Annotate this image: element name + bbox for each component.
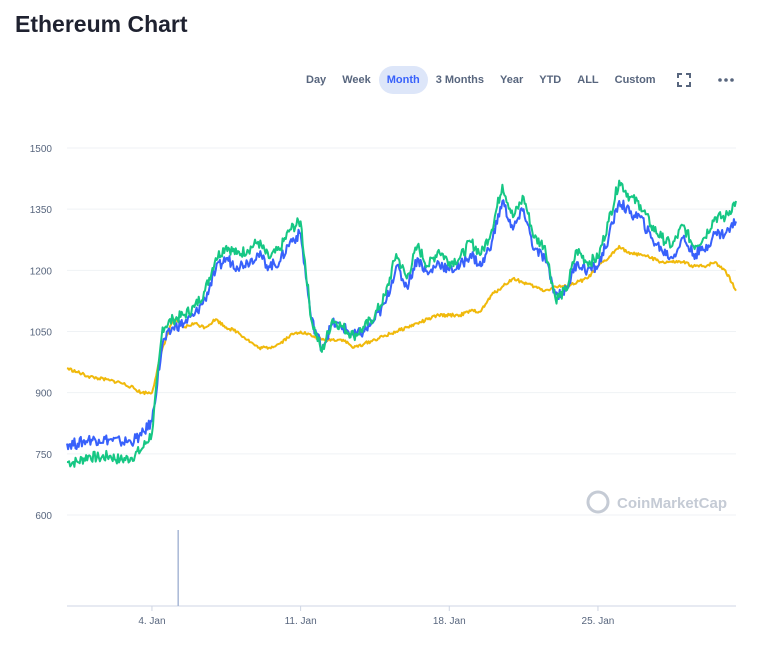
series-line [66, 199, 737, 451]
range-year-button[interactable]: Year [500, 74, 524, 86]
range-all-button[interactable]: ALL [577, 74, 599, 86]
more-dots-icon[interactable] [716, 70, 736, 90]
range-week-button[interactable]: Week [342, 74, 371, 86]
x-tick-label: 25. Jan [582, 616, 615, 627]
y-axis-ticks: 1500 1350 1200 1050 900 750 600 [30, 144, 53, 522]
x-tick-label: 11. Jan [285, 616, 317, 627]
x-tick-label: 18. Jan [433, 616, 466, 627]
volume-bar [177, 530, 179, 606]
range-3-months-button[interactable]: 3 Months [435, 74, 484, 86]
y-tick-label: 600 [35, 511, 52, 522]
y-tick-label: 900 [35, 389, 52, 400]
y-tick-label: 1350 [30, 205, 53, 216]
watermark-text: CoinMarketCap [617, 495, 727, 512]
series-lines [66, 179, 737, 468]
x-axis-ticks: 4. Jan 11. Jan 18. Jan 25. Jan [138, 606, 614, 627]
range-ytd-button[interactable]: YTD [539, 74, 562, 86]
price-chart: 1500 1350 1200 1050 900 750 600 4. Jan 11. Jan 1… [30, 144, 737, 627]
watermark: CoinMarketCap [586, 490, 727, 514]
volume-panel [67, 530, 736, 607]
range-month-button[interactable]: Month [378, 66, 428, 94]
range-custom-button[interactable]: Custom [614, 74, 656, 86]
x-tick-label: 4. Jan [138, 616, 165, 627]
coinmarketcap-logo-icon [586, 490, 610, 514]
range-day-button[interactable]: Day [306, 74, 327, 86]
y-tick-label: 750 [35, 450, 52, 461]
y-tick-label: 1200 [30, 266, 53, 277]
y-tick-label: 1500 [30, 144, 53, 155]
fullscreen-icon[interactable] [674, 70, 694, 90]
series-line [66, 179, 737, 468]
range-selector: Day Week Month 3 Months Year YTD ALL Cus… [298, 66, 664, 94]
page-title: Ethereum Chart [15, 11, 188, 37]
y-tick-label: 1050 [30, 328, 53, 339]
